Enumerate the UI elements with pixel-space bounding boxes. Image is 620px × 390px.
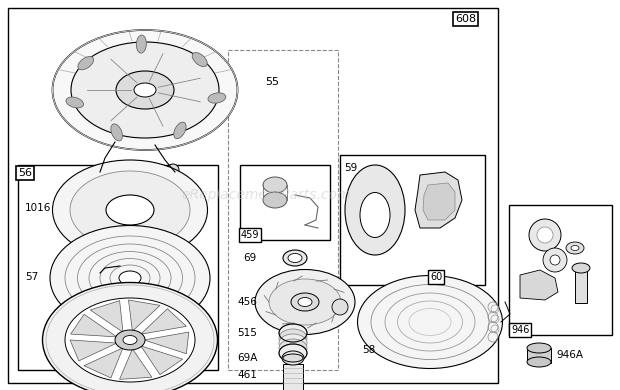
Polygon shape <box>144 332 189 354</box>
Ellipse shape <box>53 160 208 260</box>
Ellipse shape <box>119 271 141 285</box>
Ellipse shape <box>283 250 307 266</box>
Ellipse shape <box>174 122 186 139</box>
Ellipse shape <box>208 93 226 103</box>
Ellipse shape <box>70 171 190 249</box>
Ellipse shape <box>116 71 174 109</box>
Text: 57: 57 <box>25 272 38 282</box>
Ellipse shape <box>78 57 94 70</box>
Text: 515: 515 <box>237 328 257 338</box>
Ellipse shape <box>279 334 307 352</box>
Text: 60: 60 <box>430 272 442 282</box>
Ellipse shape <box>360 193 390 238</box>
Ellipse shape <box>527 343 551 353</box>
Bar <box>18 165 218 370</box>
Ellipse shape <box>527 357 551 367</box>
Ellipse shape <box>298 298 312 307</box>
Text: 946A: 946A <box>556 350 583 360</box>
Polygon shape <box>84 348 123 378</box>
Polygon shape <box>423 183 455 220</box>
Polygon shape <box>141 309 187 334</box>
Polygon shape <box>141 346 183 375</box>
Circle shape <box>537 227 553 243</box>
Text: 459: 459 <box>241 230 260 240</box>
Text: 456: 456 <box>237 297 257 307</box>
Ellipse shape <box>282 351 304 365</box>
Ellipse shape <box>66 97 84 108</box>
Text: 55: 55 <box>265 77 279 87</box>
Ellipse shape <box>192 53 207 67</box>
Ellipse shape <box>50 225 210 330</box>
Bar <box>228 50 338 370</box>
Circle shape <box>101 164 113 176</box>
Ellipse shape <box>571 245 579 250</box>
Circle shape <box>167 164 179 176</box>
Ellipse shape <box>283 354 303 362</box>
Polygon shape <box>120 349 152 379</box>
Ellipse shape <box>263 177 287 193</box>
Text: 59: 59 <box>344 163 357 173</box>
Circle shape <box>529 219 561 251</box>
Ellipse shape <box>71 42 219 138</box>
Text: 56: 56 <box>18 168 32 178</box>
Bar <box>283 364 303 390</box>
Ellipse shape <box>269 279 341 325</box>
Ellipse shape <box>65 298 195 382</box>
Ellipse shape <box>136 35 146 53</box>
Text: 461: 461 <box>237 370 257 380</box>
Circle shape <box>550 255 560 265</box>
Ellipse shape <box>288 254 302 262</box>
Ellipse shape <box>291 293 319 311</box>
Bar <box>340 155 485 285</box>
Bar <box>527 348 551 363</box>
Ellipse shape <box>134 83 156 97</box>
Polygon shape <box>415 172 462 228</box>
Ellipse shape <box>123 335 137 344</box>
Text: 69: 69 <box>243 253 256 263</box>
Ellipse shape <box>279 339 307 357</box>
Ellipse shape <box>358 275 502 369</box>
Ellipse shape <box>566 242 584 254</box>
Circle shape <box>543 248 567 272</box>
Text: 946: 946 <box>511 325 529 335</box>
Ellipse shape <box>255 269 355 335</box>
Text: 58: 58 <box>362 345 375 355</box>
Bar <box>509 205 612 335</box>
Polygon shape <box>71 314 117 337</box>
Text: 1016: 1016 <box>25 203 51 213</box>
Bar <box>240 165 330 240</box>
Ellipse shape <box>279 344 307 362</box>
Text: 69A: 69A <box>237 353 257 363</box>
Ellipse shape <box>263 192 287 208</box>
Text: 608: 608 <box>455 14 476 24</box>
Ellipse shape <box>111 124 122 141</box>
Ellipse shape <box>288 355 298 361</box>
Ellipse shape <box>279 329 307 347</box>
Polygon shape <box>91 301 123 332</box>
Polygon shape <box>128 300 160 331</box>
Ellipse shape <box>279 324 307 342</box>
Ellipse shape <box>53 30 237 150</box>
Ellipse shape <box>115 330 145 350</box>
Polygon shape <box>520 270 558 300</box>
Ellipse shape <box>572 263 590 273</box>
Bar <box>575 268 587 303</box>
Ellipse shape <box>43 282 218 390</box>
Circle shape <box>332 299 348 315</box>
Text: eReplacementParts.com: eReplacementParts.com <box>182 188 352 202</box>
Polygon shape <box>70 340 117 361</box>
Ellipse shape <box>345 165 405 255</box>
Ellipse shape <box>106 195 154 225</box>
Bar <box>8 8 498 383</box>
